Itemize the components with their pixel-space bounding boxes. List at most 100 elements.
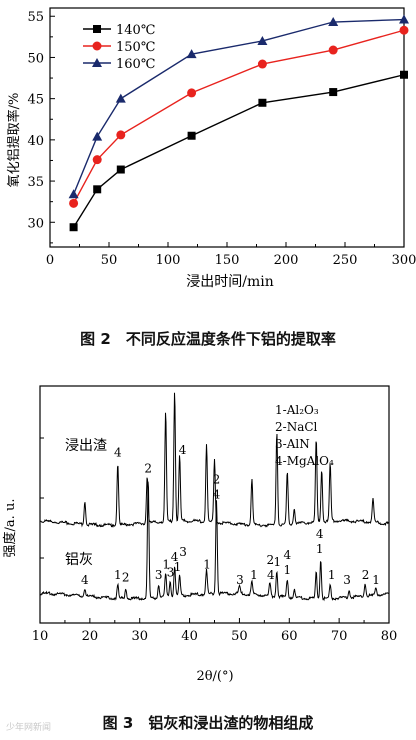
series-label-aluminum-dross: 铝灰 xyxy=(65,552,93,568)
data-point xyxy=(187,131,196,140)
data-point xyxy=(116,165,125,174)
peak-label: 4 xyxy=(283,548,291,562)
series-label-leach-residue: 浸出渣 xyxy=(65,438,107,454)
legend-entry: 2-NaCl xyxy=(275,420,318,434)
watermark: 少年网新闻 xyxy=(6,723,52,733)
phase-legend: 1-Al₂O₃ 2-NaCl 3-AlN 4-MgAlO₄ xyxy=(275,403,334,468)
legend-marker xyxy=(92,41,102,51)
peak-label: 4 xyxy=(213,487,221,501)
data-point xyxy=(328,45,338,55)
data-point xyxy=(92,155,102,165)
data-point xyxy=(93,185,102,194)
x-tick-label: 100 xyxy=(156,253,181,268)
data-point xyxy=(115,93,126,103)
data-point xyxy=(328,17,339,27)
peak-label: 2 xyxy=(362,568,370,582)
legend-label: 150℃ xyxy=(116,40,155,55)
peak-label: 1 xyxy=(316,542,324,556)
peak-label: 3 xyxy=(343,573,351,587)
peak-label: 2 xyxy=(267,553,275,567)
data-point xyxy=(68,189,79,199)
data-point xyxy=(400,70,408,79)
peak-label: 1 xyxy=(114,568,122,582)
data-point xyxy=(187,88,197,98)
peak-label: 3 xyxy=(155,568,163,582)
data-point xyxy=(186,49,197,59)
x-axis-label: 浸出时间/min xyxy=(186,274,274,290)
peak-label: 1 xyxy=(372,573,380,587)
x-tick-label: 50 xyxy=(101,253,118,268)
peak-label: 3 xyxy=(236,573,244,587)
chart-series xyxy=(39,392,390,602)
x-axis-label: 2θ/(°) xyxy=(196,669,233,684)
peak-label: 2 xyxy=(122,571,130,585)
peak-label: 4 xyxy=(114,446,122,460)
data-point xyxy=(329,88,338,97)
peak-label: 3 xyxy=(167,565,175,579)
figure2-caption: 图 2 不同反应温度条件下铝的提取率 xyxy=(80,330,336,348)
xrd-pattern-line xyxy=(39,392,390,528)
data-point xyxy=(258,98,267,107)
legend-label: 140℃ xyxy=(116,23,155,38)
x-tick-label: 80 xyxy=(381,629,398,644)
y-tick-label: 40 xyxy=(27,134,44,149)
x-tick-label: 60 xyxy=(281,629,298,644)
peak-label: 1 xyxy=(174,560,182,574)
data-point xyxy=(69,223,78,232)
x-tick-label: 150 xyxy=(215,253,240,268)
x-tick-label: 20 xyxy=(82,629,99,644)
peak-label: 1 xyxy=(328,568,336,582)
data-point xyxy=(399,14,409,24)
x-tick-label: 70 xyxy=(331,629,348,644)
x-tick-label: 200 xyxy=(274,253,299,268)
xrd-pattern-line xyxy=(39,481,390,602)
x-tick-label: 300 xyxy=(392,253,416,268)
peak-label: 4 xyxy=(316,527,324,541)
x-tick-label: 0 xyxy=(46,253,54,268)
legend-marker xyxy=(92,58,102,67)
legend-label: 160℃ xyxy=(116,57,155,72)
x-tick-label: 30 xyxy=(131,629,148,644)
peak-label: 1 xyxy=(250,568,258,582)
data-point xyxy=(399,25,409,35)
x-tick-label: 250 xyxy=(333,253,358,268)
y-tick-label: 35 xyxy=(27,175,44,190)
peak-label: 2 xyxy=(213,472,221,486)
peak-label: 2 xyxy=(144,461,152,475)
legend-marker xyxy=(93,25,101,33)
data-point xyxy=(257,59,267,69)
series-triangle xyxy=(68,14,409,199)
peak-label: 1 xyxy=(203,558,211,572)
x-tick-label: 40 xyxy=(181,629,198,644)
series-circle xyxy=(69,25,409,208)
peak-label: 3 xyxy=(179,545,187,559)
y-tick-label: 45 xyxy=(27,93,44,108)
chart-legend: 140℃ 150℃ 160℃ xyxy=(83,23,155,72)
peak-label: 4 xyxy=(267,568,275,582)
data-point xyxy=(116,130,126,140)
x-tick-label: 10 xyxy=(32,629,49,644)
data-point xyxy=(257,35,268,45)
y-tick-label: 50 xyxy=(27,51,44,66)
peak-label: 4 xyxy=(171,550,179,564)
peak-label: 4 xyxy=(81,573,89,587)
chart-axes: 10 20 30 40 50 60 70 80 xyxy=(32,385,398,644)
peak-label: 1 xyxy=(162,558,170,572)
peak-label: 4 xyxy=(179,443,187,457)
data-point xyxy=(92,131,103,141)
figure3-caption: 图 3 铝灰和浸出渣的物相组成 xyxy=(102,714,314,732)
data-point xyxy=(69,198,79,208)
y-axis-label: 氧化铝提取率/% xyxy=(6,93,22,188)
x-tick-label: 50 xyxy=(231,629,248,644)
legend-entry: 1-Al₂O₃ xyxy=(275,403,319,417)
y-axis-label: 强度/a. u. xyxy=(2,499,18,558)
peak-label: 1 xyxy=(283,563,291,577)
chart-series xyxy=(68,14,409,232)
legend-entry: 3-AlN xyxy=(275,437,310,451)
chart-axes: 0 50 100 150 200 250 300 30 35 40 45 50 55 xyxy=(27,7,416,268)
y-tick-label: 55 xyxy=(27,10,44,25)
series-square xyxy=(69,70,408,232)
